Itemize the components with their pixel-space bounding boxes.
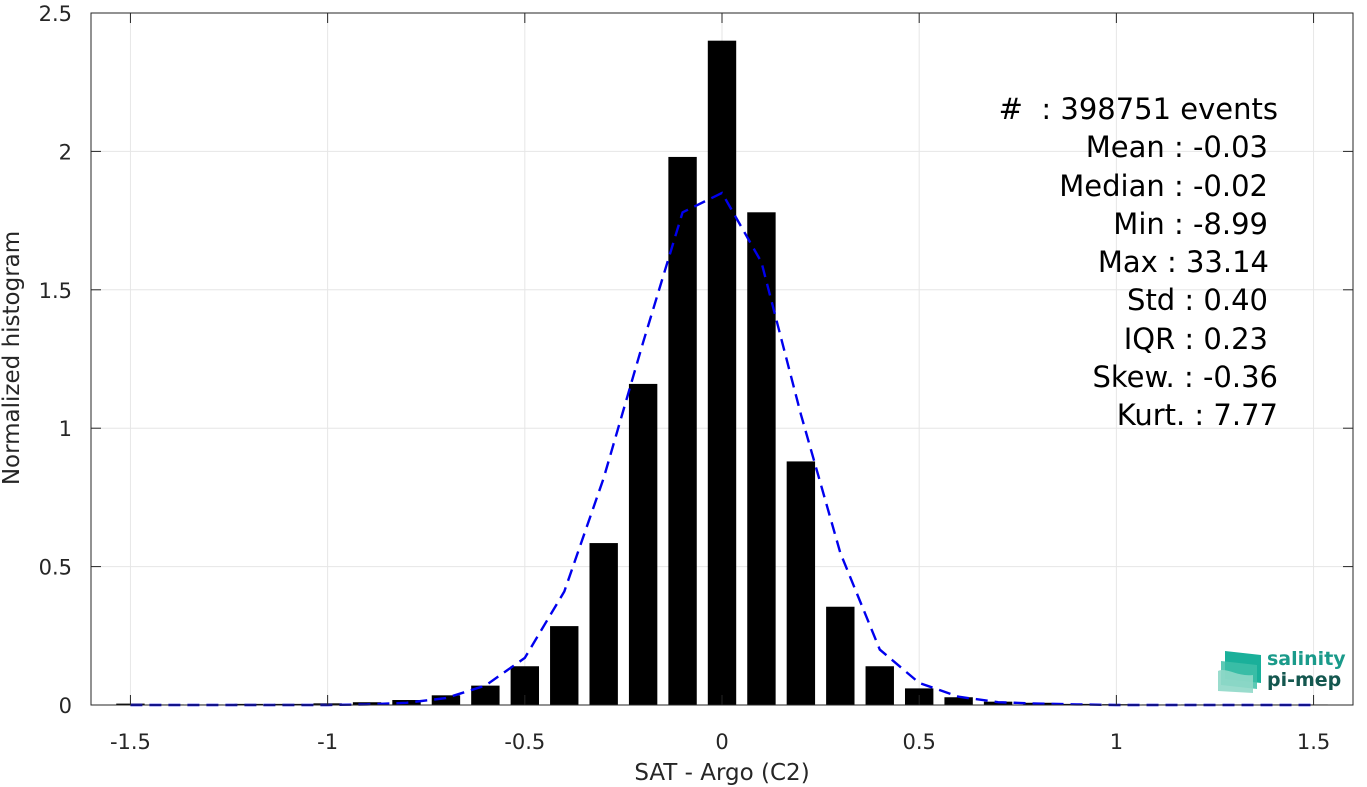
stat-kurt: Kurt. : 7.77 [1116, 398, 1278, 433]
stat-std: Std : 0.40 [1127, 283, 1268, 318]
x-tick-label: 0.5 [902, 730, 935, 754]
salinity-pimep-logo: salinity pi-mep [1217, 647, 1347, 695]
stat-events: # : 398751 events [998, 92, 1278, 126]
x-axis-label: SAT - Argo (C2) [634, 760, 809, 786]
y-tick-label: 1.5 [39, 279, 72, 303]
axis-ticks [91, 12, 1353, 706]
histogram-bar [589, 543, 618, 705]
stat-max: Max : 33.14 [1097, 245, 1269, 280]
x-tick-label: -1 [317, 730, 338, 754]
histogram-bar [944, 697, 973, 705]
y-tick-label: 0.5 [39, 556, 72, 580]
logo-line-salinity: salinity [1267, 648, 1346, 670]
histogram-bar [628, 383, 658, 705]
y-axis-label: Normalized histogram [0, 231, 25, 485]
histogram-bar [865, 666, 894, 705]
logo-line-pimep: pi-mep [1267, 669, 1342, 691]
histogram-bar [786, 461, 816, 705]
y-tick-label: 2 [59, 140, 72, 164]
histogram-bar [471, 685, 500, 705]
x-tick-label: 0 [715, 730, 728, 754]
y-tick-label: 1 [59, 417, 72, 441]
histogram-bar [431, 695, 461, 705]
stat-skew: Skew. : -0.36 [1092, 360, 1278, 395]
x-tick-label: 1 [1110, 730, 1123, 754]
x-tick-label: 1.5 [1297, 730, 1330, 754]
x-tick-label: -1.5 [110, 730, 151, 754]
stat-mean: Mean : -0.03 [1085, 130, 1268, 165]
statistics-box: # : 398751 events Mean : -0.03 Median : … [900, 90, 1278, 435]
histogram-bar [826, 606, 855, 705]
stat-iqr: IQR : 0.23 [1123, 321, 1268, 356]
y-tick-label: 2.5 [39, 2, 72, 26]
axis-tick-labels: -1.5 -1 -0.5 0 0.5 1 1.5 0 0.5 1 1.5 2 2.5 [39, 2, 1331, 754]
histogram-bar [747, 212, 776, 705]
x-tick-label: -0.5 [504, 730, 545, 754]
logo-text: salinity pi-mep [1267, 649, 1346, 691]
histogram-bar [707, 40, 737, 706]
wave-logo-icon [1218, 651, 1261, 693]
y-tick-label: 0 [59, 694, 72, 718]
histogram-bar [550, 626, 579, 705]
histogram-bar [668, 156, 697, 705]
stat-median: Median : -0.02 [1059, 168, 1268, 203]
stat-min: Min : -8.99 [1113, 206, 1268, 241]
